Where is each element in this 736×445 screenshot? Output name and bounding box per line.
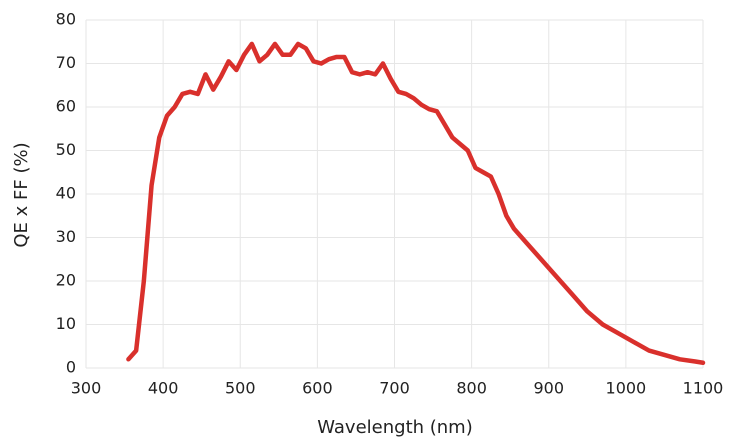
y-tick-label: 10 (56, 314, 76, 333)
x-tick-label: 500 (225, 379, 256, 398)
x-tick-label: 700 (379, 379, 410, 398)
x-tick-label: 1000 (606, 379, 647, 398)
x-tick-label: 600 (302, 379, 333, 398)
y-tick-label: 70 (56, 53, 76, 72)
x-axis-label: Wavelength (nm) (317, 417, 473, 438)
y-tick-label: 60 (56, 97, 76, 116)
x-tick-label: 400 (148, 379, 179, 398)
y-tick-label: 20 (56, 271, 76, 290)
data-line (126, 41, 706, 366)
x-tick-label: 1100 (683, 379, 724, 398)
y-tick-label: 40 (56, 184, 76, 203)
y-axis-label: QE x FF (%) (11, 142, 32, 247)
y-tick-label: 0 (66, 358, 76, 377)
x-tick-label: 800 (456, 379, 487, 398)
y-tick-label: 50 (56, 140, 76, 159)
x-tick-label: 300 (71, 379, 102, 398)
y-tick-label: 30 (56, 227, 76, 246)
x-tick-label: 900 (533, 379, 564, 398)
y-tick-label: 80 (56, 10, 76, 29)
